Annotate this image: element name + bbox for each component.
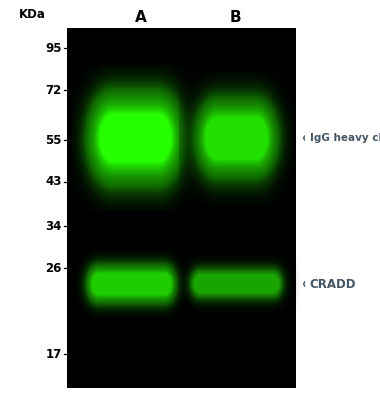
Text: CRADD: CRADD	[304, 278, 356, 290]
Text: 55: 55	[45, 134, 62, 146]
Text: 26: 26	[45, 262, 62, 274]
Text: 34: 34	[45, 220, 62, 232]
Text: B: B	[230, 10, 241, 26]
FancyBboxPatch shape	[66, 28, 296, 388]
Text: 95: 95	[45, 42, 62, 54]
Text: 17: 17	[45, 348, 62, 360]
Text: KDa: KDa	[19, 8, 46, 20]
Text: A: A	[135, 10, 146, 26]
Text: 43: 43	[45, 176, 62, 188]
Text: 72: 72	[45, 84, 62, 96]
Text: IgG heavy chain: IgG heavy chain	[304, 133, 380, 143]
